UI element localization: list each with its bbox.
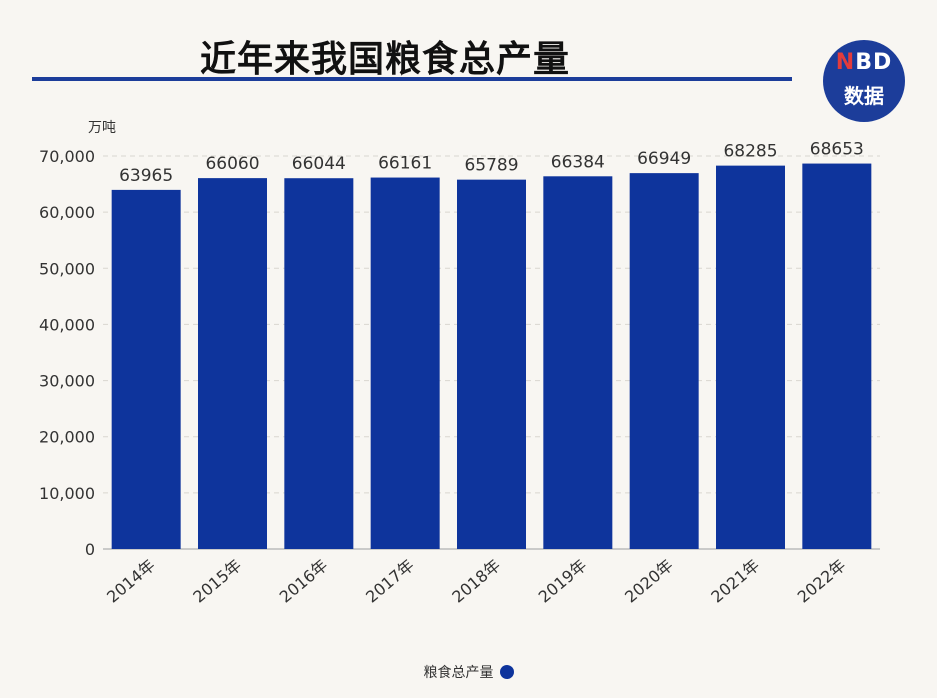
x-tick-label: 2018年 [448, 556, 504, 607]
x-tick-label: 2016年 [276, 556, 332, 607]
y-tick-label: 20,000 [39, 428, 95, 447]
y-tick-label: 10,000 [39, 484, 95, 503]
x-tick-label: 2020年 [621, 556, 677, 607]
x-tick-label: 2021年 [707, 556, 763, 607]
y-tick-label: 70,000 [39, 147, 95, 166]
bar [802, 163, 872, 549]
y-tick-label: 50,000 [39, 259, 95, 278]
y-tick-label: 30,000 [39, 372, 95, 391]
data-label: 65789 [464, 156, 518, 176]
bar [543, 176, 613, 549]
data-label: 68285 [723, 142, 777, 162]
y-tick-label: 0 [85, 540, 95, 559]
data-label: 66949 [637, 149, 691, 169]
data-label: 66060 [205, 154, 259, 174]
data-label: 66044 [292, 154, 346, 174]
bar [284, 178, 354, 549]
x-tick-label: 2014年 [103, 556, 159, 607]
x-tick-label: 2017年 [362, 556, 418, 607]
data-label: 68653 [810, 140, 864, 160]
y-axis-unit-label: 万吨 [88, 120, 116, 136]
bar [111, 189, 181, 550]
legend: 粮食总产量 [0, 662, 937, 682]
title-underline [32, 77, 792, 81]
legend-swatch [499, 665, 514, 679]
y-tick-label: 60,000 [39, 203, 95, 222]
bar [716, 165, 785, 550]
data-label: 66161 [378, 154, 432, 174]
bar [457, 179, 526, 549]
nbd-logo: NBD 数据 [823, 40, 905, 122]
bar [370, 177, 440, 550]
legend-label: 粮食总产量 [423, 665, 494, 681]
bar [629, 173, 699, 549]
logo-text-nbd: NBD [835, 50, 893, 75]
x-tick-label: 2022年 [794, 556, 850, 607]
x-tick-label: 2019年 [535, 556, 591, 607]
data-label: 63965 [119, 166, 173, 186]
chart-title: 近年来我国粮食总产量 [200, 39, 571, 80]
y-tick-label: 40,000 [39, 315, 95, 334]
x-tick-label: 2015年 [189, 556, 245, 607]
bar [198, 178, 267, 549]
data-label: 66384 [551, 152, 605, 172]
logo-text-data: 数据 [844, 84, 884, 108]
